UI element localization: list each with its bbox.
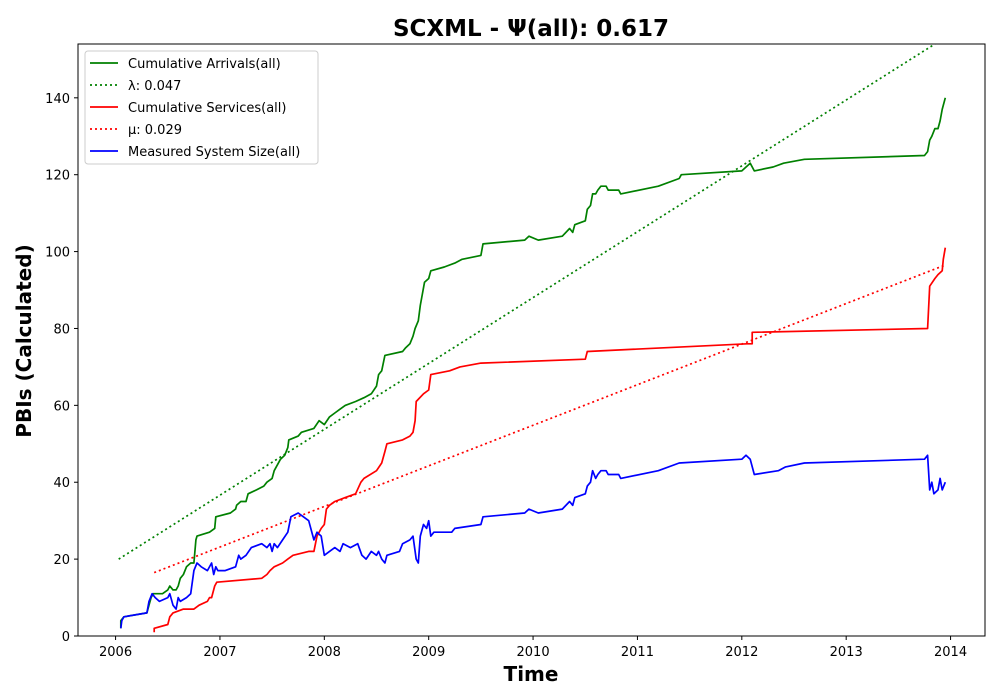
series-3-0-029-legend-label: μ: 0.029	[128, 123, 182, 138]
y-tick-label: 0	[62, 630, 70, 645]
series-1-0-047-line	[118, 44, 936, 560]
y-tick-label: 40	[53, 476, 70, 491]
x-tick-label: 2008	[308, 645, 341, 660]
x-tick-label: 2007	[203, 645, 236, 660]
x-tick-label: 2011	[621, 645, 654, 660]
series-1-0-047-legend-label: λ: 0.047	[128, 79, 181, 94]
x-axis-label: Time	[504, 662, 559, 686]
series-0-cumulative-arrivals-all-legend-label: Cumulative Arrivals(all)	[128, 57, 281, 72]
x-tick-label: 2013	[830, 645, 863, 660]
y-tick-label: 140	[45, 92, 70, 107]
legend-box	[84, 50, 319, 165]
series-3-0-029-line	[153, 264, 946, 574]
y-tick-label: 120	[45, 169, 70, 184]
series-2-cumulative-services-all-legend-label: Cumulative Services(all)	[128, 101, 286, 116]
chart-title: SCXML - Ψ(all): 0.617	[393, 16, 669, 42]
x-tick-label: 2014	[934, 645, 967, 660]
x-tick-label: 2012	[725, 645, 758, 660]
series-4-measured-system-size-all-line	[119, 454, 947, 629]
legend: Cumulative Arrivals(all) λ: 0.047 Cumulati…	[84, 50, 319, 165]
plot-frame	[77, 43, 986, 637]
series-0-cumulative-arrivals-all-line	[119, 97, 947, 629]
plot-area	[118, 44, 947, 633]
series-4-measured-system-size-all-legend-label: Measured System Size(all)	[128, 145, 300, 160]
x-axis: 2006 2007 2008 2009 2010 2011 2012 2013 2014	[99, 636, 967, 660]
y-tick-label: 80	[53, 322, 70, 337]
y-tick-label: 20	[53, 553, 70, 568]
x-tick-label: 2006	[99, 645, 132, 660]
x-tick-label: 2009	[412, 645, 445, 660]
y-tick-label: 60	[53, 399, 70, 414]
series-2-cumulative-services-all-line	[153, 247, 947, 633]
y-axis: 0 20 40 60 80 100 120 140	[45, 92, 78, 645]
y-tick-label: 100	[45, 246, 70, 261]
x-tick-label: 2010	[517, 645, 550, 660]
y-axis-label: PBIs (Calculated)	[12, 244, 36, 437]
